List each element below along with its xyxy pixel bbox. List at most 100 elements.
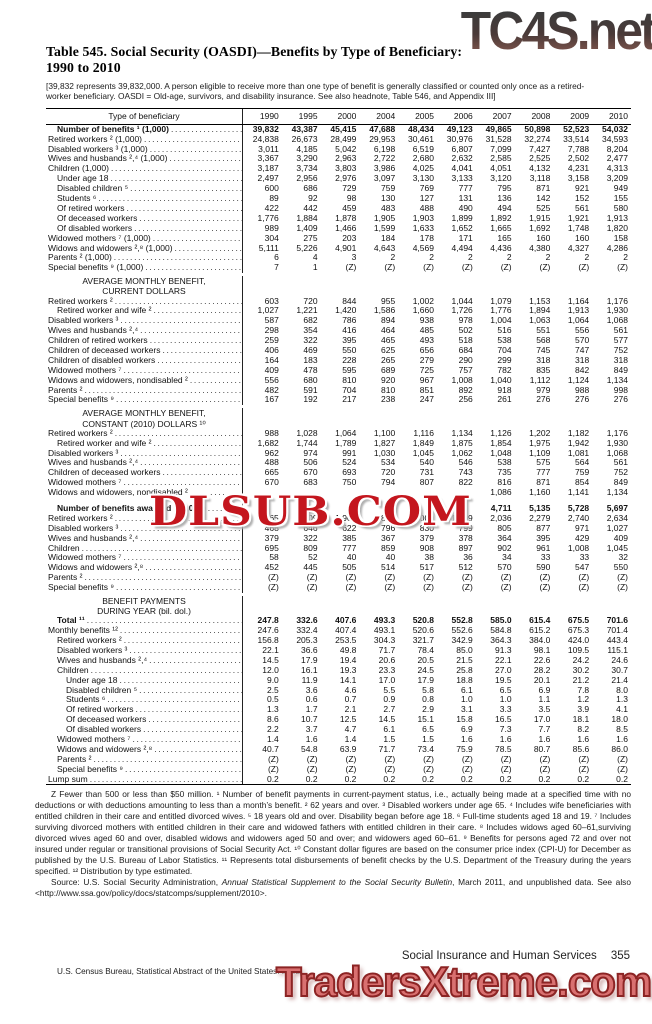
- value-cell: 795: [497, 184, 512, 194]
- watermark-dlsub: DLSUB.COM: [149, 488, 472, 535]
- value-cell: 547: [574, 563, 590, 573]
- table-headnote: [39,832 represents 39,832,000. A person …: [46, 81, 585, 102]
- value-cell: (Z): [578, 583, 590, 593]
- value-cell: 538: [497, 336, 512, 346]
- value-cell: 938: [419, 316, 434, 326]
- value-cell: 1,040: [490, 375, 512, 385]
- value-cell: 416: [342, 326, 357, 336]
- value-cell: 892: [458, 385, 473, 395]
- dot-leader: [130, 184, 242, 194]
- value-cell: 384.0: [529, 636, 551, 646]
- value-cell: 71.7: [378, 646, 396, 656]
- row-label: Wives and husbands ²,⁴: [46, 326, 243, 337]
- value-cell: 465: [381, 336, 396, 346]
- column-header-year: 2000: [337, 110, 357, 121]
- value-cell: 127: [419, 194, 434, 204]
- value-cell: 26,673: [291, 134, 318, 144]
- dot-leader: [148, 715, 242, 725]
- value-cell: 31,528: [485, 134, 512, 144]
- value-cell: 683: [303, 478, 318, 488]
- value-cell: 92: [308, 194, 318, 204]
- value-cell: 1,930: [606, 306, 628, 316]
- dot-leader: [150, 336, 242, 346]
- value-cell: (Z): [617, 263, 628, 273]
- value-cell: 704: [497, 346, 512, 355]
- value-cell: (Z): [267, 573, 279, 583]
- value-cell: 1,899: [451, 213, 473, 223]
- value-cell: 17.9: [417, 675, 434, 685]
- value-cell: 525: [536, 203, 551, 213]
- table-row: Lump sum 0.2 0.2 0.2 0.2 0.2 0.2 0.2 0.2 0.2 0.2: [46, 774, 631, 785]
- statistics-table: Type of beneficiary 1990 1995 2000 2004 2005…: [46, 107, 631, 786]
- table-row: Retired workers ² 1,665 1,609 1,961 1,883 2,0…: [46, 513, 631, 524]
- value-cell: 1.6: [460, 735, 473, 745]
- value-cell: 1,064: [567, 316, 590, 326]
- value-cell: 2,956: [296, 174, 318, 184]
- table-row: Parents ² (Z) (Z) (Z) (Z) (Z) (Z) (Z) (Z) (Z) (Z): [46, 573, 631, 584]
- value-cell: 256: [458, 395, 473, 405]
- row-label: Special benefits ⁹: [46, 764, 243, 775]
- value-cell: 701.4: [606, 626, 628, 636]
- row-label: Retired worker and wife ²: [46, 438, 243, 449]
- value-cell: 4,380: [529, 243, 551, 253]
- value-cell: 682: [303, 316, 318, 326]
- value-cell: 1,027: [257, 306, 279, 316]
- value-cell: 6.9: [538, 685, 551, 695]
- value-cell: 1,068: [606, 316, 628, 326]
- value-cell: 259: [264, 336, 279, 346]
- section-header-text: DURING YEAR (bil. dol.): [97, 606, 191, 617]
- table-row: Of retired workers 422 442 459 483 488 490 494 5…: [46, 203, 631, 214]
- value-cell: 2,000: [412, 513, 434, 523]
- value-cell: 1,913: [567, 306, 590, 316]
- value-cell: 28,499: [330, 134, 357, 144]
- value-cell: 1,930: [606, 438, 628, 448]
- value-cell: 4,711: [490, 503, 512, 513]
- value-cell: 332.4: [296, 626, 318, 636]
- table-row: Of deceased workers 1,776 1,884 1,878 1,905 1…: [46, 213, 631, 224]
- value-cell: 379: [264, 533, 279, 543]
- value-cell: 796: [381, 523, 396, 533]
- column-header-year: 2007: [492, 110, 512, 121]
- dot-leader: [115, 429, 242, 439]
- section-name: Social Insurance and Human Services: [401, 950, 597, 962]
- table-row: Of retired workers 1.3 1.7 2.1 2.7 2.9 3.1 3.3 3…: [46, 705, 631, 716]
- value-cell: 4,286: [606, 243, 628, 253]
- value-cell: 3.9: [577, 705, 590, 715]
- value-cell: 8.2: [577, 725, 590, 735]
- value-cell: 595: [342, 365, 357, 375]
- value-cell: 729: [342, 184, 357, 194]
- value-cell: 568: [536, 336, 551, 346]
- value-cell: (Z): [578, 263, 590, 273]
- table-row: Of disabled workers 2.2 3.7 4.7 6.1 6.5 6.9 7.3…: [46, 725, 631, 736]
- value-cell: 58: [269, 553, 279, 563]
- value-cell: 794: [381, 478, 396, 488]
- value-cell: 615.4: [529, 616, 551, 626]
- value-cell: 512: [458, 563, 473, 573]
- value-cell: 516: [497, 326, 512, 336]
- column-header-type: Type of beneficiary: [46, 108, 243, 124]
- row-label: Disabled workers ³: [46, 523, 243, 534]
- value-cell: 8,204: [606, 144, 628, 154]
- dot-leader: [120, 626, 242, 636]
- value-cell: (Z): [423, 263, 434, 273]
- value-cell: 600: [264, 184, 279, 194]
- row-label: Retired workers ²: [46, 636, 243, 647]
- value-cell: 109.5: [567, 646, 590, 656]
- value-cell: 11.9: [301, 675, 318, 685]
- value-cell: 0.8: [422, 695, 434, 705]
- value-cell: 1,068: [606, 448, 628, 458]
- row-label: Parents ² (1,000): [46, 253, 243, 264]
- value-cell: 816: [497, 478, 512, 488]
- value-cell: 2,036: [490, 513, 512, 523]
- value-cell: 2.2: [266, 725, 279, 735]
- value-cell: 1,942: [567, 438, 590, 448]
- value-cell: 556: [574, 326, 590, 336]
- value-cell: 30,976: [446, 134, 473, 144]
- watermark-tc4s: TC4S.net: [460, 1, 652, 61]
- value-cell: 1.0: [460, 695, 473, 705]
- value-cell: 205.3: [296, 636, 318, 646]
- value-cell: 1,160: [529, 488, 551, 498]
- value-cell: 2: [468, 253, 473, 263]
- value-cell: 1,048: [490, 448, 512, 458]
- dot-leader: [154, 745, 242, 755]
